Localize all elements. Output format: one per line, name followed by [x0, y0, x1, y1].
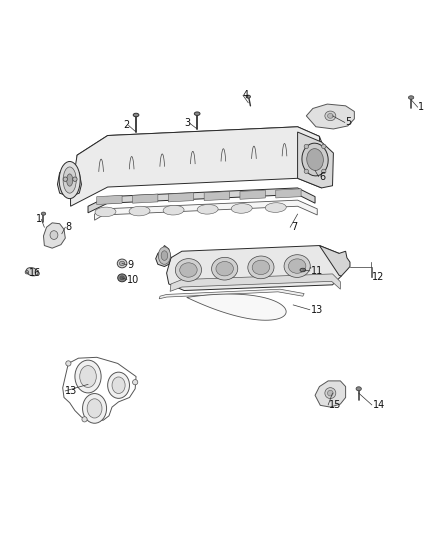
Ellipse shape: [158, 247, 170, 264]
Ellipse shape: [41, 212, 46, 215]
Polygon shape: [204, 191, 230, 200]
Polygon shape: [71, 127, 321, 206]
Ellipse shape: [120, 276, 124, 280]
Polygon shape: [170, 274, 340, 292]
Ellipse shape: [321, 169, 326, 174]
Text: 6: 6: [319, 172, 325, 182]
Text: 9: 9: [127, 260, 134, 270]
Ellipse shape: [82, 393, 106, 423]
Polygon shape: [159, 289, 304, 299]
Ellipse shape: [300, 268, 306, 272]
Text: 2: 2: [123, 120, 130, 131]
Ellipse shape: [66, 361, 71, 366]
Ellipse shape: [67, 174, 73, 186]
Ellipse shape: [95, 207, 116, 217]
Ellipse shape: [25, 270, 28, 274]
Ellipse shape: [26, 268, 38, 276]
Ellipse shape: [302, 143, 328, 176]
Ellipse shape: [265, 203, 286, 212]
Text: 3: 3: [184, 118, 191, 128]
Polygon shape: [77, 127, 321, 161]
Polygon shape: [166, 246, 341, 290]
Ellipse shape: [50, 231, 58, 239]
Ellipse shape: [129, 206, 150, 216]
Ellipse shape: [87, 399, 102, 418]
Polygon shape: [306, 104, 354, 129]
Ellipse shape: [325, 387, 336, 399]
Ellipse shape: [409, 96, 414, 99]
Ellipse shape: [246, 95, 251, 98]
Ellipse shape: [133, 113, 139, 117]
Ellipse shape: [325, 111, 336, 120]
Ellipse shape: [356, 387, 361, 391]
Polygon shape: [315, 381, 346, 407]
Text: 7: 7: [291, 222, 297, 232]
Polygon shape: [88, 188, 315, 213]
Ellipse shape: [63, 177, 67, 181]
Text: 14: 14: [373, 400, 385, 410]
Text: 4: 4: [243, 91, 249, 100]
Ellipse shape: [212, 257, 238, 280]
Ellipse shape: [231, 204, 252, 213]
Polygon shape: [57, 169, 81, 197]
Polygon shape: [133, 194, 158, 203]
Ellipse shape: [304, 144, 308, 149]
Text: 1: 1: [418, 102, 424, 112]
Ellipse shape: [63, 167, 76, 193]
Polygon shape: [319, 246, 350, 276]
Ellipse shape: [328, 390, 333, 396]
Ellipse shape: [75, 360, 101, 393]
Text: 16: 16: [29, 269, 41, 278]
Text: 1: 1: [36, 214, 42, 224]
Polygon shape: [97, 195, 122, 205]
Text: 15: 15: [329, 400, 341, 410]
Text: 10: 10: [127, 274, 140, 285]
Text: 8: 8: [65, 222, 71, 232]
Text: 5: 5: [346, 117, 352, 127]
Ellipse shape: [284, 255, 310, 277]
Text: 11: 11: [311, 266, 323, 276]
Polygon shape: [240, 190, 265, 199]
Ellipse shape: [328, 114, 333, 118]
Ellipse shape: [108, 372, 130, 398]
Ellipse shape: [304, 169, 308, 174]
Polygon shape: [168, 193, 194, 202]
Ellipse shape: [112, 377, 125, 393]
Text: 13: 13: [65, 386, 78, 396]
Ellipse shape: [161, 251, 168, 261]
Ellipse shape: [117, 259, 127, 268]
Ellipse shape: [194, 112, 200, 116]
Ellipse shape: [175, 259, 201, 281]
Ellipse shape: [252, 260, 270, 274]
Ellipse shape: [216, 262, 233, 276]
Polygon shape: [276, 189, 301, 198]
Ellipse shape: [118, 274, 127, 282]
Polygon shape: [187, 294, 286, 320]
Ellipse shape: [120, 261, 125, 265]
Text: 12: 12: [372, 271, 384, 281]
Ellipse shape: [133, 379, 138, 385]
Ellipse shape: [288, 259, 306, 273]
Ellipse shape: [82, 417, 87, 422]
Ellipse shape: [307, 149, 323, 171]
Ellipse shape: [163, 205, 184, 215]
Polygon shape: [43, 223, 65, 248]
Polygon shape: [297, 132, 333, 188]
Ellipse shape: [248, 256, 274, 279]
Ellipse shape: [180, 263, 197, 277]
Ellipse shape: [59, 161, 80, 199]
Ellipse shape: [197, 205, 218, 214]
Ellipse shape: [321, 144, 326, 149]
Ellipse shape: [80, 366, 96, 387]
Text: 13: 13: [311, 305, 323, 314]
Polygon shape: [95, 200, 317, 220]
Ellipse shape: [73, 177, 77, 181]
Polygon shape: [155, 246, 171, 266]
